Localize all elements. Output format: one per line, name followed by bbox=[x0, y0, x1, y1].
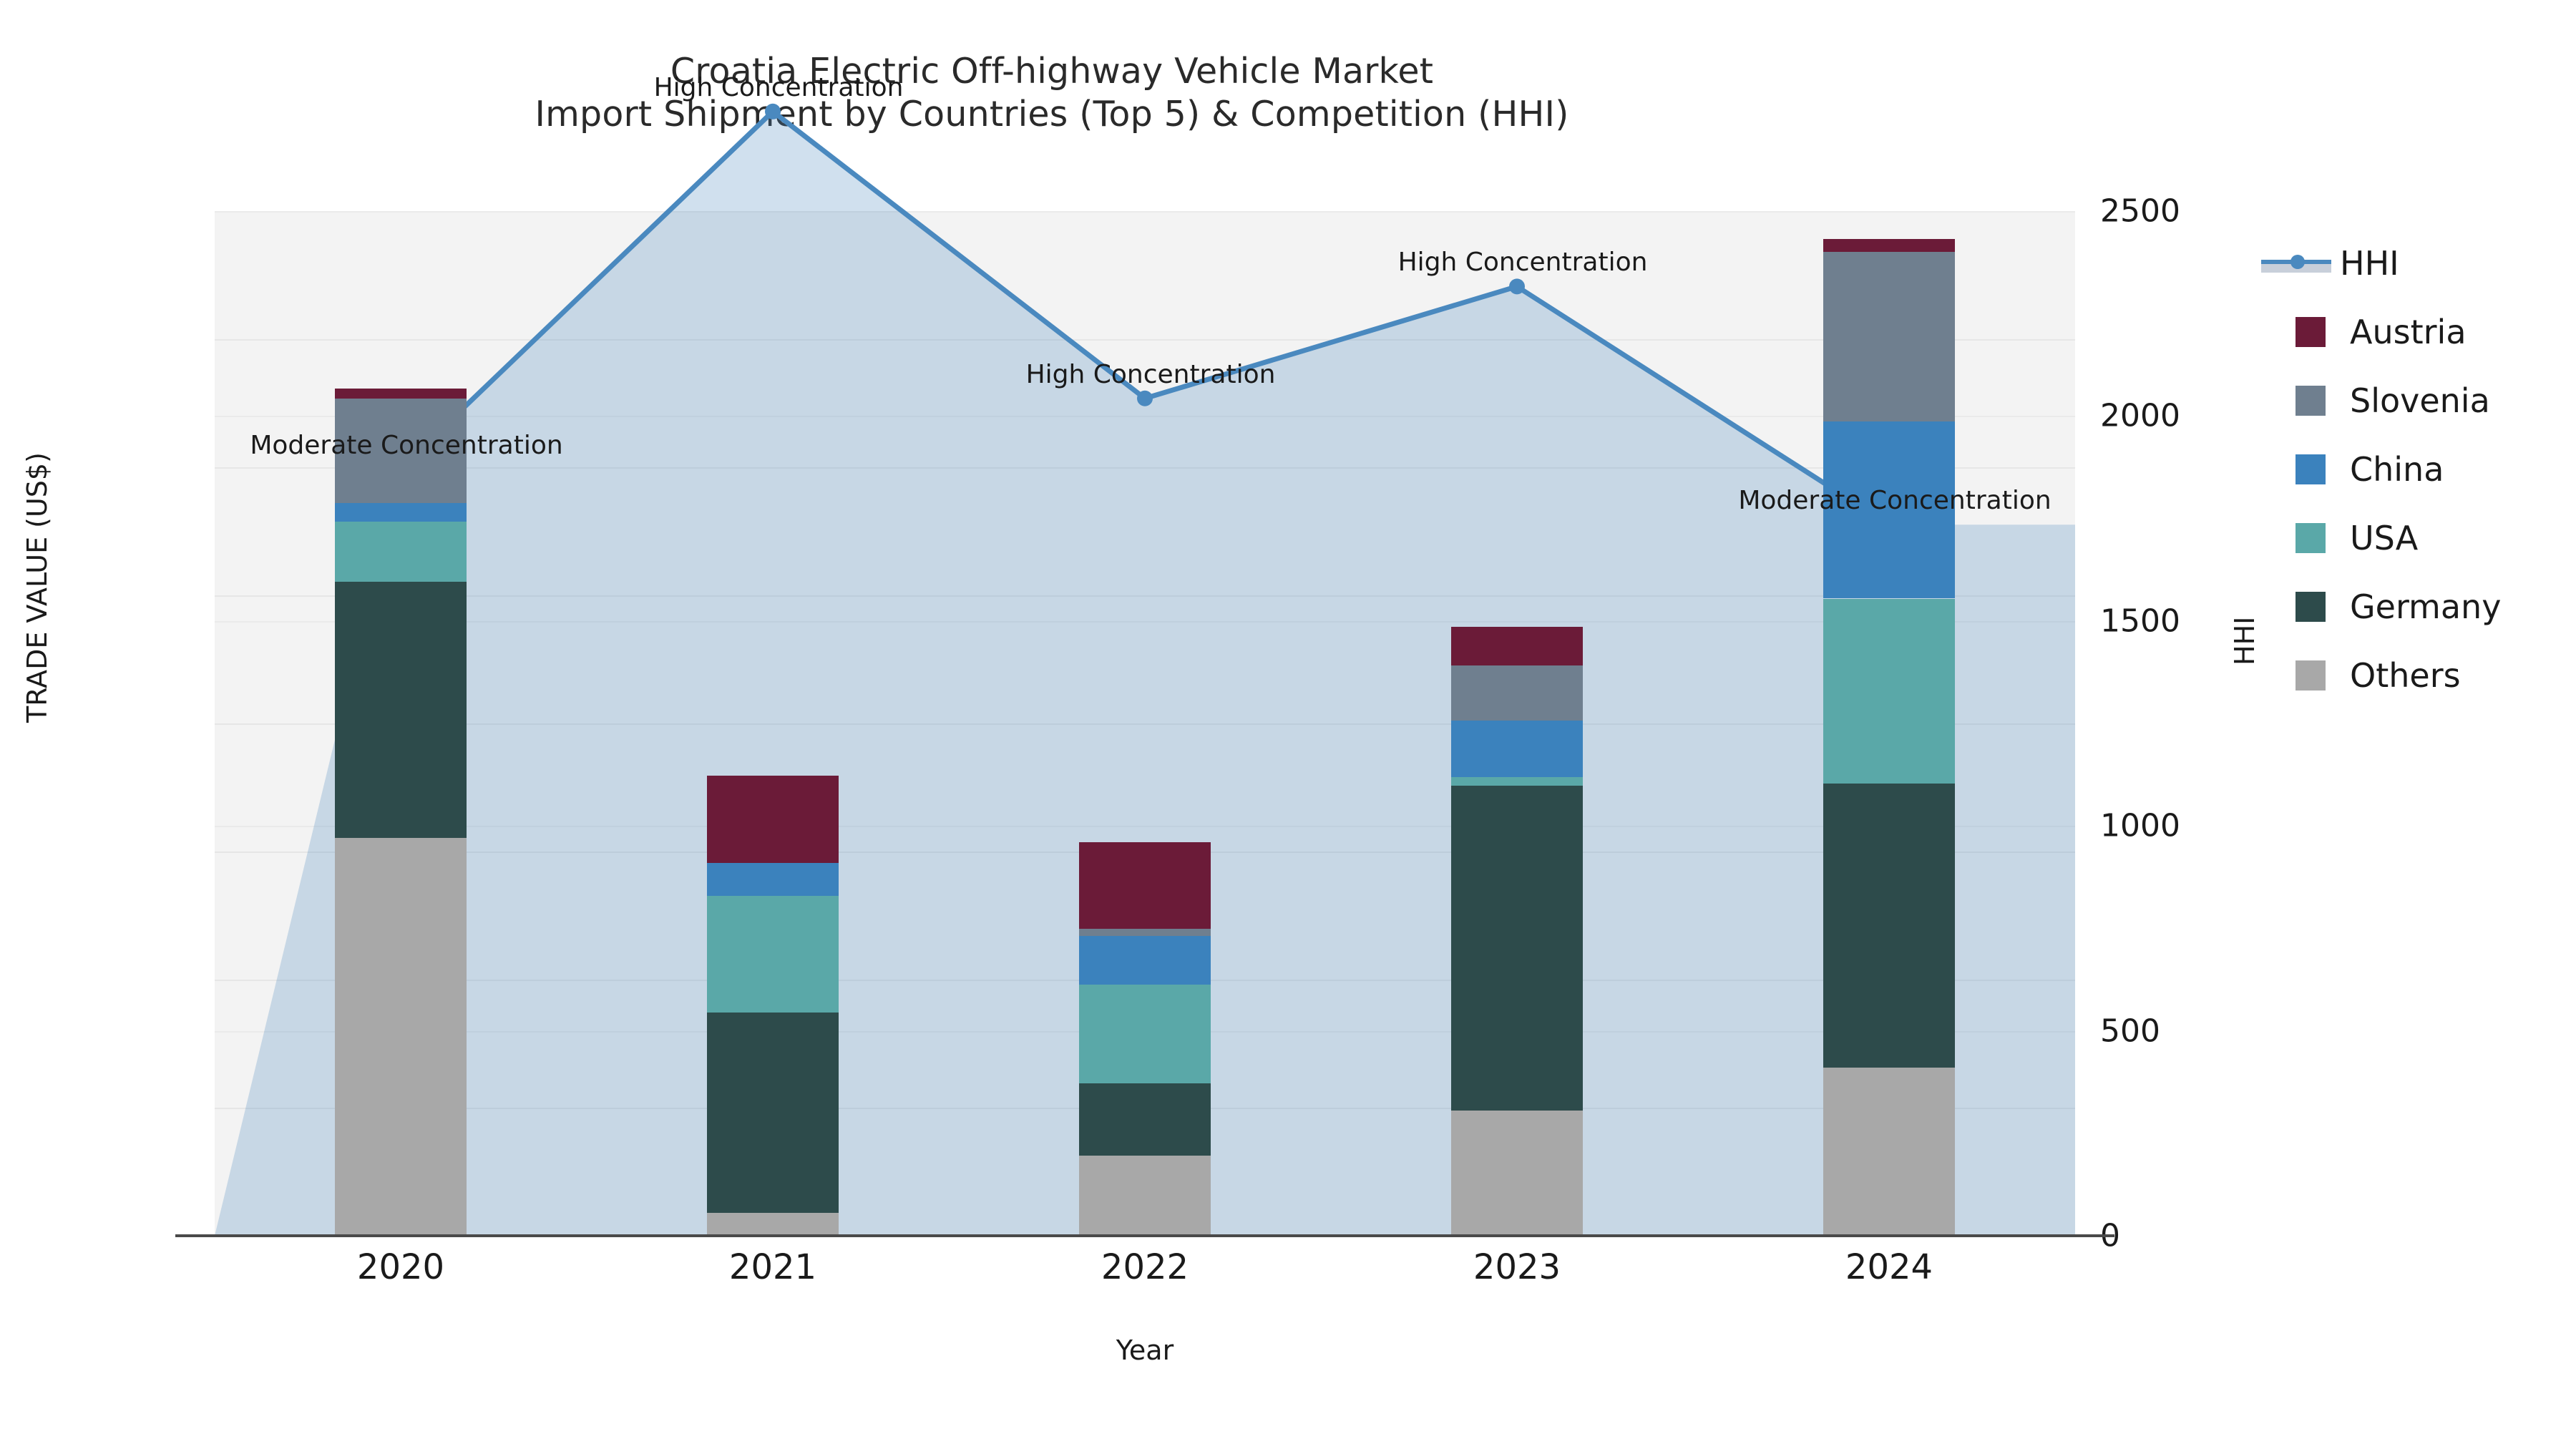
bar-segment-austria[interactable] bbox=[707, 776, 839, 864]
legend-swatch-icon bbox=[2296, 660, 2326, 691]
y-axis-left-label: TRADE VALUE (US$) bbox=[21, 452, 53, 723]
legend-label: HHI bbox=[2340, 244, 2399, 283]
legend-item-china[interactable]: China bbox=[2261, 435, 2569, 504]
legend-swatch-icon bbox=[2296, 386, 2326, 416]
bar-segment-others[interactable] bbox=[707, 1212, 839, 1236]
bar-segment-usa[interactable] bbox=[1079, 985, 1211, 1083]
bar-group-2020[interactable] bbox=[335, 388, 467, 1236]
bar-segment-austria[interactable] bbox=[1823, 238, 1955, 253]
legend-item-hhi[interactable]: HHI bbox=[2261, 229, 2569, 298]
x-tick-2024: 2024 bbox=[1845, 1247, 1933, 1287]
bar-segment-others[interactable] bbox=[1079, 1156, 1211, 1236]
legend-label: Germany bbox=[2350, 587, 2502, 626]
bar-segment-slovenia[interactable] bbox=[1079, 929, 1211, 937]
bar-segment-usa[interactable] bbox=[707, 895, 839, 1013]
bar-segment-usa[interactable] bbox=[1823, 598, 1955, 784]
bar-segment-austria[interactable] bbox=[335, 388, 467, 399]
bar-segment-usa[interactable] bbox=[1451, 777, 1583, 786]
gridline bbox=[215, 595, 2075, 597]
x-tick-2023: 2023 bbox=[1473, 1247, 1561, 1287]
title-line-1: Croatia Electric Off-highway Vehicle Mar… bbox=[670, 51, 1434, 92]
bar-segment-usa[interactable] bbox=[335, 522, 467, 582]
legend-item-others[interactable]: Others bbox=[2261, 641, 2569, 710]
gridline-secondary bbox=[215, 211, 2075, 213]
legend-swatch-icon bbox=[2296, 592, 2326, 622]
bar-group-2024[interactable] bbox=[1823, 238, 1955, 1236]
bar-segment-slovenia[interactable] bbox=[1823, 252, 1955, 422]
bar-group-2023[interactable] bbox=[1451, 626, 1583, 1236]
legend-item-slovenia[interactable]: Slovenia bbox=[2261, 366, 2569, 435]
legend-label: China bbox=[2350, 450, 2444, 489]
bar-segment-slovenia[interactable] bbox=[1451, 665, 1583, 721]
hhi-annotation: Moderate Concentration bbox=[250, 431, 563, 461]
bar-segment-germany[interactable] bbox=[1079, 1083, 1211, 1156]
x-tick-2022: 2022 bbox=[1101, 1247, 1189, 1287]
legend-item-germany[interactable]: Germany bbox=[2261, 572, 2569, 641]
legend-label: Austria bbox=[2350, 313, 2467, 351]
gridline-secondary bbox=[215, 416, 2075, 418]
bar-segment-germany[interactable] bbox=[707, 1012, 839, 1213]
gridline bbox=[215, 467, 2075, 469]
x-tick-2020: 2020 bbox=[356, 1247, 445, 1287]
legend-label: USA bbox=[2350, 519, 2419, 557]
legend-item-usa[interactable]: USA bbox=[2261, 504, 2569, 572]
legend-swatch-icon bbox=[2296, 454, 2326, 484]
bar-group-2022[interactable] bbox=[1079, 841, 1211, 1236]
y-tick-right: 1500 bbox=[2100, 602, 2180, 640]
gridline bbox=[215, 339, 2075, 341]
title-line-2: Import Shipment by Countries (Top 5) & C… bbox=[535, 93, 1569, 135]
y-tick-right: 2500 bbox=[2100, 192, 2180, 230]
bar-segment-others[interactable] bbox=[335, 838, 467, 1236]
gridline bbox=[215, 723, 2075, 725]
bar-segment-others[interactable] bbox=[1451, 1111, 1583, 1236]
bar-segment-germany[interactable] bbox=[335, 582, 467, 839]
bar-segment-austria[interactable] bbox=[1079, 841, 1211, 930]
bar-segment-china[interactable] bbox=[707, 863, 839, 896]
hhi-area bbox=[215, 111, 2075, 1236]
bar-segment-germany[interactable] bbox=[1823, 784, 1955, 1068]
chart-title: Croatia Electric Off-highway Vehicle Mar… bbox=[0, 50, 2104, 136]
legend-swatch-icon bbox=[2296, 523, 2326, 553]
bar-segment-china[interactable] bbox=[1451, 721, 1583, 778]
y-tick-right: 0 bbox=[2100, 1217, 2120, 1254]
bar-group-2021[interactable] bbox=[707, 776, 839, 1236]
bar-segment-others[interactable] bbox=[1823, 1067, 1955, 1236]
bar-segment-austria[interactable] bbox=[1451, 626, 1583, 665]
gridline-secondary bbox=[215, 620, 2075, 623]
hhi-point[interactable] bbox=[1137, 390, 1153, 406]
hhi-point[interactable] bbox=[1509, 278, 1525, 295]
legend-line-marker-icon bbox=[2261, 248, 2331, 278]
y-tick-right: 1000 bbox=[2100, 807, 2180, 844]
x-axis-label: Year bbox=[1116, 1335, 1174, 1366]
bar-segment-china[interactable] bbox=[1079, 936, 1211, 985]
gridline-secondary bbox=[215, 826, 2075, 828]
plot-area: Moderate Concentration High Concentration… bbox=[175, 73, 2180, 1366]
legend-label: Slovenia bbox=[2350, 381, 2490, 420]
hhi-annotation: Moderate Concentration bbox=[1738, 486, 2051, 516]
bar-segment-china[interactable] bbox=[1823, 421, 1955, 599]
hhi-point[interactable] bbox=[765, 103, 781, 119]
axis-baseline bbox=[175, 1234, 2114, 1237]
hhi-annotation: High Concentration bbox=[1025, 359, 1276, 389]
bar-segment-china[interactable] bbox=[335, 503, 467, 522]
legend-item-austria[interactable]: Austria bbox=[2261, 298, 2569, 366]
y-tick-right: 2000 bbox=[2100, 397, 2180, 434]
bar-segment-germany[interactable] bbox=[1451, 785, 1583, 1111]
legend-swatch-icon bbox=[2296, 317, 2326, 347]
bar-segment-slovenia[interactable] bbox=[335, 399, 467, 504]
hhi-annotation: High Concentration bbox=[1397, 248, 1648, 278]
legend: HHI Austria Slovenia China USA Germany Others bbox=[2261, 229, 2569, 710]
y-tick-right: 500 bbox=[2100, 1013, 2160, 1050]
legend-label: Others bbox=[2350, 656, 2461, 695]
hhi-annotation: High Concentration bbox=[653, 72, 904, 102]
x-tick-2021: 2021 bbox=[728, 1247, 817, 1287]
